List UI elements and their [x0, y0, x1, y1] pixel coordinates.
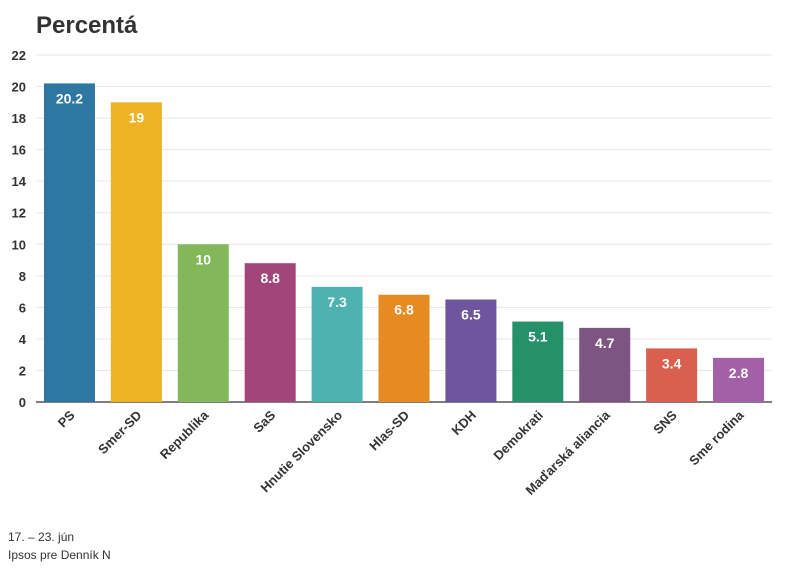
bar[interactable] [512, 321, 564, 402]
footer-source: Ipsos pre Denník N [8, 548, 111, 562]
y-tick-label: 16 [12, 143, 26, 158]
y-tick-label: 22 [12, 48, 26, 63]
y-tick-label: 12 [12, 206, 26, 221]
category-label: Sme rodina [686, 407, 747, 468]
bar[interactable] [110, 102, 162, 403]
bar[interactable] [311, 286, 363, 402]
value-label: 2.8 [729, 365, 749, 381]
value-label: 6.8 [394, 302, 414, 318]
bar[interactable] [713, 357, 765, 402]
value-label: 19 [129, 109, 145, 125]
bar[interactable] [378, 294, 430, 402]
value-label: 6.5 [461, 306, 481, 322]
value-labels: 20.2 19 10 8.8 7.3 6.8 6.5 5.1 4.7 3.4 2.8 [56, 90, 749, 380]
bar[interactable] [579, 327, 631, 402]
value-label: 20.2 [56, 90, 83, 106]
y-tick-label: 2 [19, 363, 26, 378]
y-tick-label: 0 [19, 395, 26, 410]
category-label: Republika [157, 407, 212, 462]
y-tick-label: 10 [12, 237, 26, 252]
value-label: 3.4 [662, 355, 682, 371]
category-label: SNS [650, 407, 680, 437]
y-axis: 0 2 4 6 8 10 12 14 16 18 20 22 [12, 48, 27, 410]
bar[interactable] [244, 263, 296, 402]
bar[interactable] [43, 83, 95, 403]
category-label: PS [55, 407, 78, 430]
category-label: Demokrati [490, 408, 546, 464]
category-label: Hlas-SD [366, 408, 412, 454]
value-label: 7.3 [327, 294, 347, 310]
bar[interactable] [646, 348, 698, 402]
bar[interactable] [177, 244, 229, 402]
category-label: Smer-SD [95, 408, 144, 457]
value-label: 8.8 [260, 270, 280, 286]
y-tick-label: 6 [19, 300, 26, 315]
y-tick-label: 20 [12, 80, 26, 95]
y-tick-label: 4 [19, 332, 27, 347]
value-label: 5.1 [528, 329, 548, 345]
y-tick-label: 8 [19, 269, 26, 284]
bars [43, 83, 765, 403]
y-tick-label: 14 [12, 174, 27, 189]
value-label: 4.7 [595, 335, 615, 351]
value-label: 10 [195, 251, 211, 267]
bar[interactable] [445, 299, 497, 402]
category-label: SaS [250, 407, 278, 435]
category-label: KDH [449, 408, 480, 439]
y-tick-label: 18 [12, 111, 26, 126]
footer-date: 17. – 23. jún [8, 530, 75, 544]
chart-title: Percentá [36, 12, 138, 39]
